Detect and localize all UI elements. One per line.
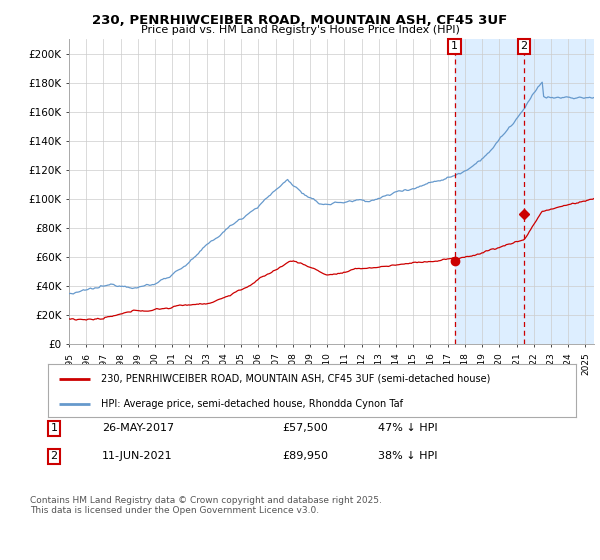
Bar — [455, 39, 594, 344]
Text: 26-MAY-2017: 26-MAY-2017 — [102, 423, 174, 433]
Text: 1: 1 — [50, 423, 58, 433]
Text: 230, PENRHIWCEIBER ROAD, MOUNTAIN ASH, CF45 3UF: 230, PENRHIWCEIBER ROAD, MOUNTAIN ASH, C… — [92, 14, 508, 27]
Text: 230, PENRHIWCEIBER ROAD, MOUNTAIN ASH, CF45 3UF (semi-detached house): 230, PENRHIWCEIBER ROAD, MOUNTAIN ASH, C… — [101, 374, 490, 384]
Text: Price paid vs. HM Land Registry's House Price Index (HPI): Price paid vs. HM Land Registry's House … — [140, 25, 460, 35]
Text: 1: 1 — [451, 41, 458, 52]
Text: HPI: Average price, semi-detached house, Rhondda Cynon Taf: HPI: Average price, semi-detached house,… — [101, 399, 403, 409]
Text: 38% ↓ HPI: 38% ↓ HPI — [378, 451, 437, 461]
Text: £57,500: £57,500 — [282, 423, 328, 433]
Text: £89,950: £89,950 — [282, 451, 328, 461]
Text: 47% ↓ HPI: 47% ↓ HPI — [378, 423, 437, 433]
Text: 11-JUN-2021: 11-JUN-2021 — [102, 451, 173, 461]
Text: 2: 2 — [50, 451, 58, 461]
Text: 2: 2 — [521, 41, 527, 52]
Text: Contains HM Land Registry data © Crown copyright and database right 2025.
This d: Contains HM Land Registry data © Crown c… — [30, 496, 382, 515]
